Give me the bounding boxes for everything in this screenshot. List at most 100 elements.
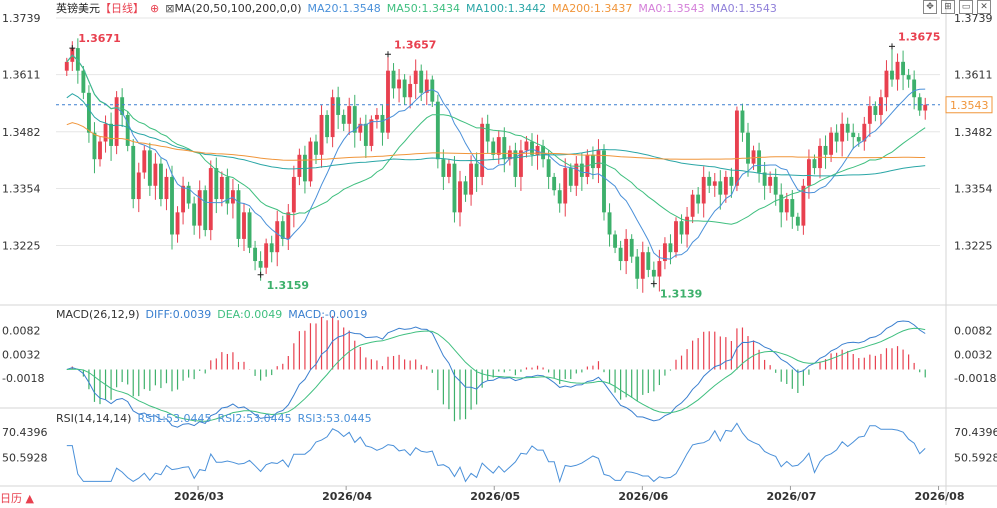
candle-body	[147, 150, 152, 186]
candle-body	[579, 163, 584, 177]
candle-body	[314, 141, 318, 155]
candle-body	[890, 70, 894, 80]
candle-body	[535, 145, 540, 155]
candle-body	[574, 163, 579, 186]
candle-body	[458, 181, 462, 213]
candle-body	[153, 163, 158, 186]
candle-body	[463, 181, 468, 195]
candle-body	[125, 114, 130, 146]
period-label[interactable]: 【日线】	[100, 2, 144, 15]
ma0b-value: MA0:1.3543	[710, 2, 777, 15]
candle-body	[829, 132, 834, 155]
macd-y-tick-left: 0.0082	[2, 325, 41, 338]
candle-body	[862, 123, 867, 142]
price-y-tick-left: 1.3739	[2, 12, 41, 25]
rsi-y-tick-left: 70.4396	[2, 426, 48, 439]
candle-body	[109, 123, 114, 146]
candle-body	[923, 104, 928, 111]
candle-body	[596, 150, 601, 169]
candle-body	[397, 79, 402, 89]
candle-body	[530, 141, 534, 155]
candle-body	[602, 150, 606, 213]
candle-body	[895, 61, 900, 80]
candle-body	[751, 150, 756, 164]
candle-body	[219, 176, 224, 200]
extreme-marker	[385, 51, 391, 58]
candle-body	[795, 216, 800, 226]
ma50-value: MA50:1.3434	[386, 2, 460, 15]
candle-body	[208, 168, 213, 231]
candle-body	[563, 168, 568, 204]
symbol-label: 英镑美元	[56, 2, 100, 15]
candle-body	[186, 185, 191, 204]
expand-icon[interactable]: ✥	[923, 0, 937, 14]
price-y-tick-left: 1.3611	[2, 69, 41, 82]
rsi2-value: RSI2:53.0445	[217, 412, 292, 425]
candle-body	[873, 106, 878, 115]
candle-body	[92, 132, 97, 160]
candle-body	[851, 132, 856, 138]
x-tick-label: 2026/06	[618, 490, 668, 503]
candle-body	[613, 234, 618, 248]
candle-body	[746, 132, 750, 164]
candle-body	[607, 212, 612, 235]
candle-body	[845, 123, 850, 133]
macd-y-tick-right: -0.0018	[954, 372, 996, 385]
candle-body	[524, 141, 529, 151]
candle-body	[507, 150, 512, 160]
candle-body	[120, 97, 125, 115]
target-icon[interactable]: ⊕	[150, 2, 160, 15]
candle-body	[275, 221, 280, 253]
candle-body	[812, 159, 817, 169]
candle-body	[690, 194, 695, 217]
macd-header: MACD(26,12,9) DIFF:0.0039 DEA:0.0049 MACD:-…	[56, 306, 373, 324]
extreme-label: 1.3159	[267, 279, 309, 292]
candle-body	[762, 172, 767, 186]
candle-body	[192, 203, 197, 226]
candle-body	[170, 176, 174, 235]
candle-body	[98, 141, 102, 160]
close-icon[interactable]: ✕	[977, 0, 991, 14]
candle-body	[901, 61, 906, 76]
candle-body	[568, 168, 573, 186]
rsi-params-label: RSI(14,14,14)	[56, 412, 132, 425]
candle-body	[712, 181, 717, 186]
candle-body	[452, 163, 457, 213]
candle-body	[374, 114, 379, 120]
candle-body	[446, 163, 451, 177]
window-icon[interactable]: ▭	[959, 0, 973, 14]
candle-body	[496, 137, 501, 155]
price-y-tick-right: 1.3225	[954, 240, 993, 253]
ma-settings-icon[interactable]: ⊠	[165, 2, 175, 15]
ma200-value: MA200:1.3437	[552, 2, 633, 15]
candle-body	[912, 79, 917, 98]
candle-body	[740, 110, 745, 133]
candle-body	[640, 252, 645, 279]
candle-body	[790, 199, 795, 217]
grid-icon[interactable]: ⊞	[941, 0, 955, 14]
extreme-marker	[650, 280, 657, 287]
candle-body	[269, 243, 274, 253]
ma0a-value: MA0:1.3543	[638, 2, 705, 15]
extreme-marker	[69, 45, 76, 52]
candle-body	[718, 181, 723, 195]
bottom-left-label[interactable]: 日历 ▲	[0, 492, 34, 505]
candle-body	[64, 61, 69, 71]
candle-body	[884, 70, 889, 98]
extreme-label: 1.3675	[898, 30, 940, 43]
candle-body	[757, 150, 762, 173]
candle-body	[679, 221, 684, 235]
x-tick-label: 2026/05	[470, 490, 520, 503]
price-y-tick-left: 1.3354	[2, 182, 41, 195]
ma100-value: MA100:1.3442	[465, 2, 547, 15]
candle-body	[629, 238, 634, 257]
macd-diff-line	[66, 320, 926, 428]
candle-body	[823, 145, 828, 155]
candle-body	[175, 212, 180, 235]
candle-body	[502, 137, 507, 160]
candle-body	[242, 212, 246, 239]
candle-body	[430, 79, 435, 102]
candle-body	[86, 92, 91, 133]
candle-body	[635, 256, 640, 279]
candle-body	[801, 185, 806, 226]
